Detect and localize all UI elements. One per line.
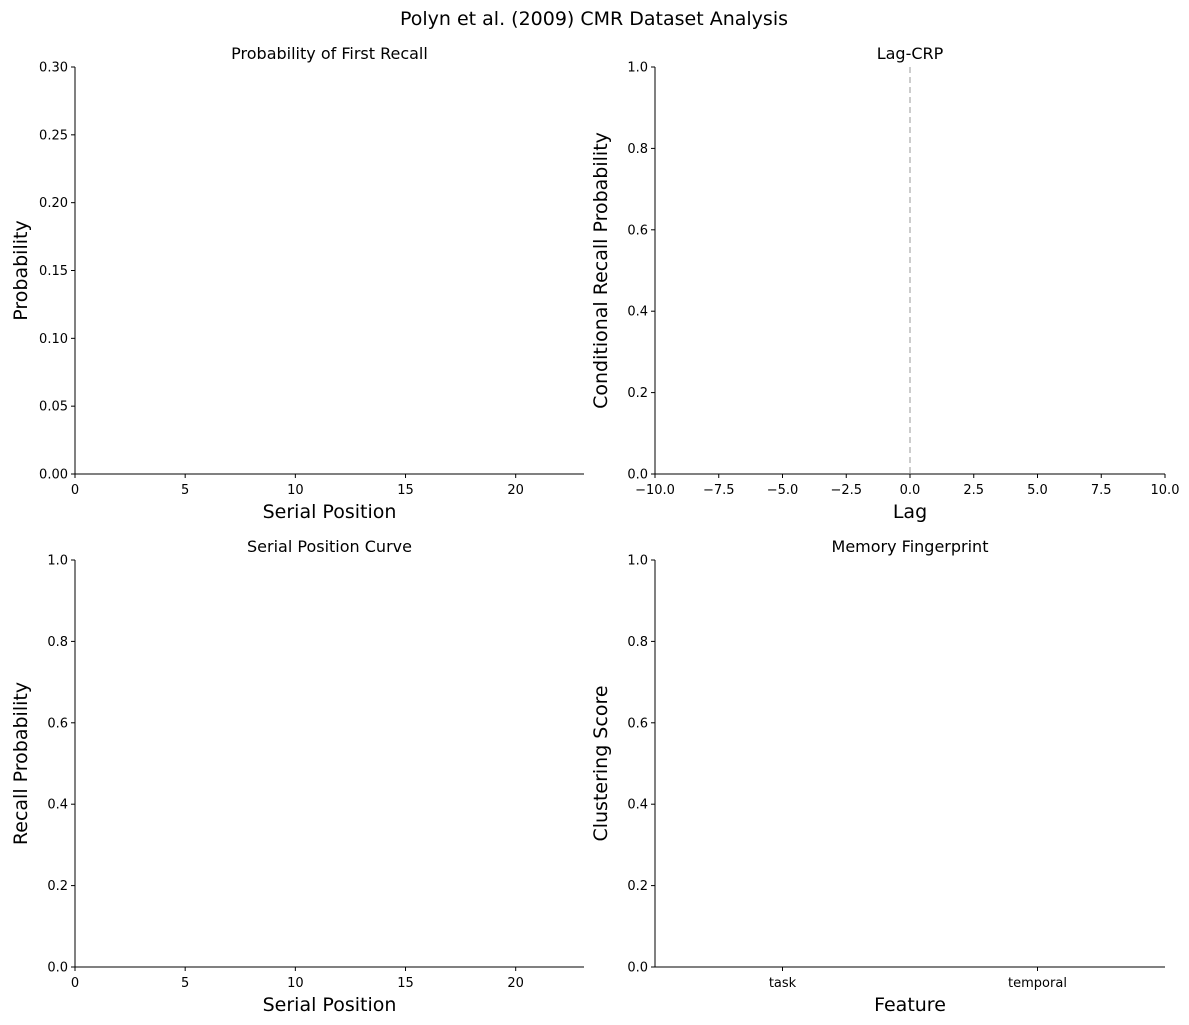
y-tick-label: 1.0 xyxy=(627,61,648,76)
x-tick-label: 10.0 xyxy=(1151,483,1180,498)
x-tick-label: 0 xyxy=(71,976,79,991)
x-tick-label: −10.0 xyxy=(635,483,675,498)
y-tick-label: 0.15 xyxy=(39,264,68,279)
x-tick-label: 5 xyxy=(181,483,189,498)
y-tick-label: 0.8 xyxy=(47,635,68,650)
y-axis-label: Clustering Score xyxy=(590,685,612,841)
y-tick-label: 0.2 xyxy=(627,879,648,894)
x-tick-label: 15 xyxy=(397,976,414,991)
x-tick-label: task xyxy=(769,976,797,991)
y-tick-label: 0.4 xyxy=(627,305,648,320)
x-tick-label: 20 xyxy=(507,976,524,991)
x-axis-label: Feature xyxy=(874,994,946,1016)
x-tick-label: 15 xyxy=(397,483,414,498)
x-axis-label: Lag xyxy=(893,501,927,523)
y-tick-label: 0.8 xyxy=(627,635,648,650)
y-tick-label: 0.30 xyxy=(39,61,68,76)
y-tick-label: 0.0 xyxy=(627,961,648,976)
subplot-title: Memory Fingerprint xyxy=(832,537,989,556)
y-tick-label: 0.4 xyxy=(627,798,648,813)
y-tick-label: 0.4 xyxy=(47,798,68,813)
x-tick-label: −7.5 xyxy=(703,483,735,498)
y-tick-label: 1.0 xyxy=(47,554,68,569)
y-tick-label: 0.2 xyxy=(47,879,68,894)
x-tick-label: −2.5 xyxy=(830,483,862,498)
y-tick-label: 0.6 xyxy=(627,223,648,238)
x-tick-label: 10 xyxy=(287,483,304,498)
y-tick-label: 0.0 xyxy=(627,468,648,483)
subplot-title: Lag-CRP xyxy=(877,44,944,63)
y-tick-label: 0.2 xyxy=(627,386,648,401)
x-tick-label: 10 xyxy=(287,976,304,991)
x-tick-label: 5.0 xyxy=(1027,483,1048,498)
figure-title: Polyn et al. (2009) CMR Dataset Analysis xyxy=(400,8,788,30)
x-tick-label: 20 xyxy=(507,483,524,498)
x-tick-label: 2.5 xyxy=(963,483,984,498)
x-tick-label: temporal xyxy=(1008,976,1067,991)
y-tick-label: 0.10 xyxy=(39,332,68,347)
y-tick-label: 0.6 xyxy=(627,716,648,731)
y-axis-label: Probability xyxy=(10,220,32,320)
y-axis-label: Recall Probability xyxy=(10,682,32,845)
y-tick-label: 0.20 xyxy=(39,196,68,211)
y-tick-label: 1.0 xyxy=(627,554,648,569)
y-tick-label: 0.25 xyxy=(39,128,68,143)
y-axis-label: Conditional Recall Probability xyxy=(590,132,612,409)
x-tick-label: −5.0 xyxy=(767,483,799,498)
y-tick-label: 0.0 xyxy=(47,961,68,976)
y-tick-label: 0.8 xyxy=(627,142,648,157)
x-axis-label: Serial Position xyxy=(263,994,397,1016)
y-tick-label: 0.00 xyxy=(39,468,68,483)
x-tick-label: 0 xyxy=(71,483,79,498)
y-tick-label: 0.6 xyxy=(47,716,68,731)
x-tick-label: 7.5 xyxy=(1091,483,1112,498)
x-tick-label: 5 xyxy=(181,976,189,991)
subplot-title: Serial Position Curve xyxy=(247,537,412,556)
subplot-title: Probability of First Recall xyxy=(231,44,428,63)
x-tick-label: 0.0 xyxy=(900,483,921,498)
y-tick-label: 0.05 xyxy=(39,400,68,415)
x-axis-label: Serial Position xyxy=(263,501,397,523)
